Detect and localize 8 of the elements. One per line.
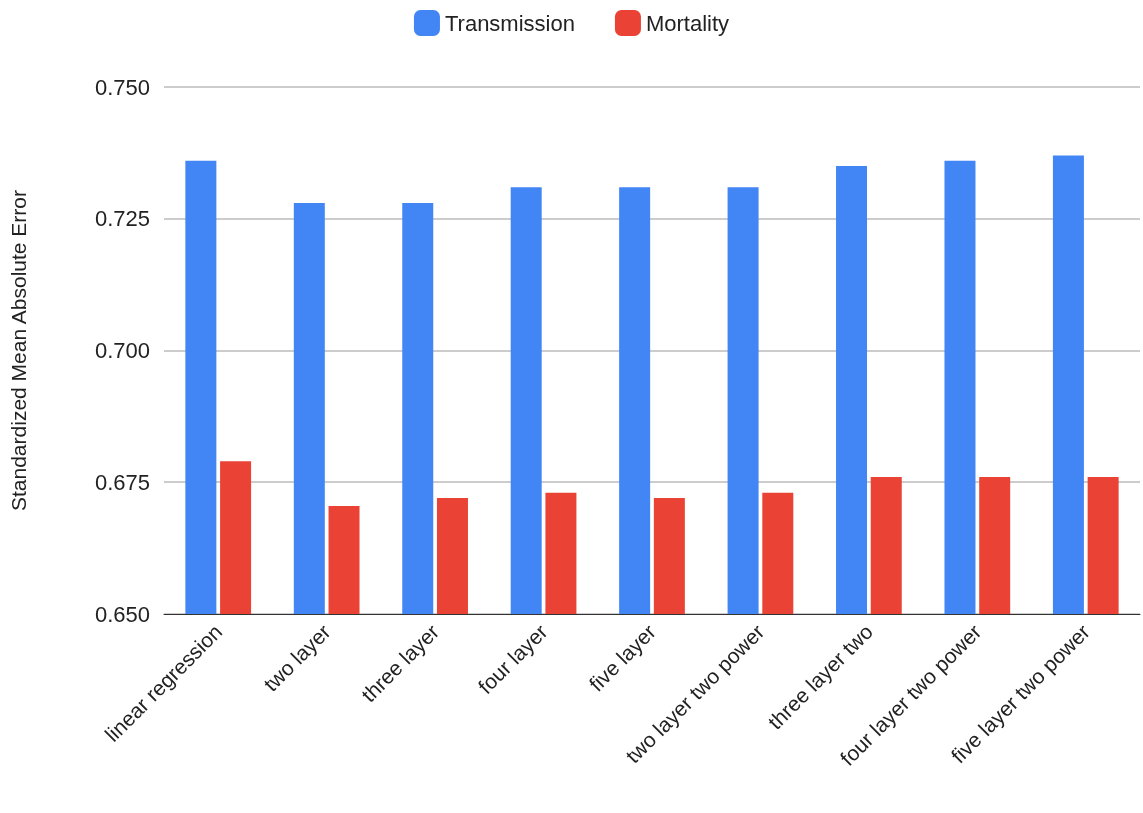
- y-axis-title: Standardized Mean Absolute Error: [7, 189, 30, 512]
- legend-label: Transmission: [444, 10, 575, 36]
- y-tick-label: 0.675: [94, 469, 150, 495]
- y-tick-label: 0.750: [94, 74, 150, 100]
- y-tick-label: 0.700: [94, 338, 150, 363]
- y-tick-label: 0.650: [94, 601, 150, 627]
- y-tick-label: 0.725: [94, 206, 150, 232]
- legend-label: Mortality: [645, 10, 730, 36]
